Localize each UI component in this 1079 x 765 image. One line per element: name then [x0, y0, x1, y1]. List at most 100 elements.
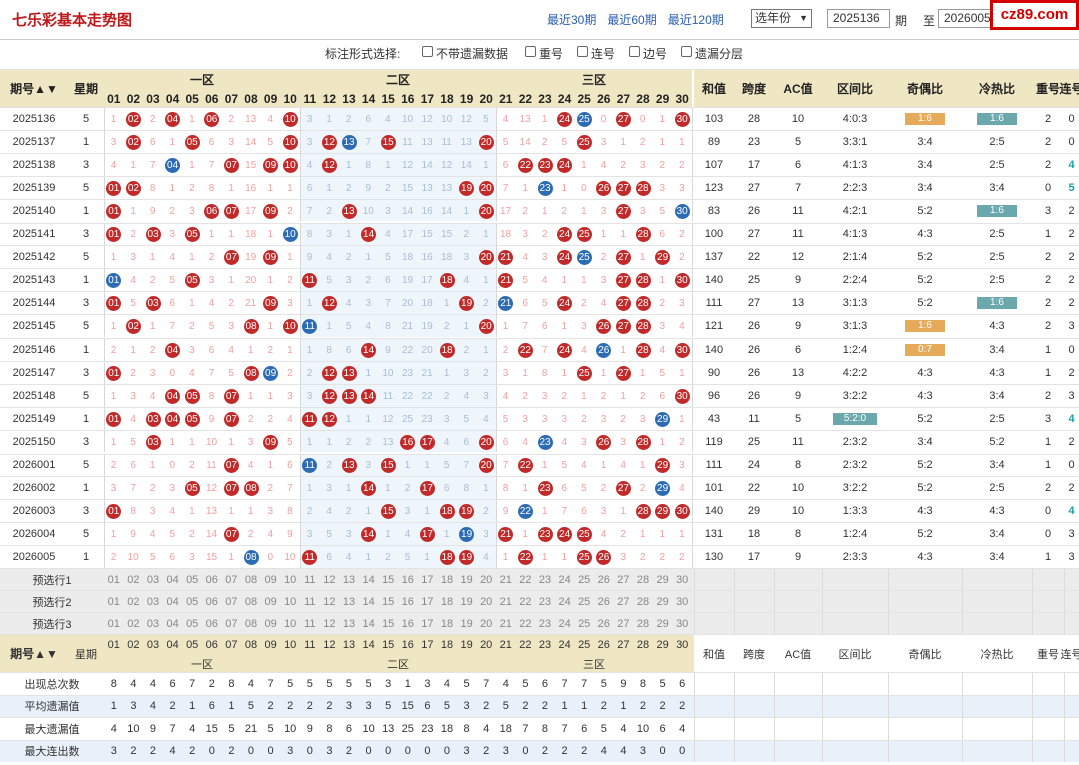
preselect-number[interactable]: 08 [244, 573, 258, 586]
link-recent-120[interactable]: 最近120期 [667, 13, 724, 27]
checkbox-repeat[interactable] [525, 46, 536, 57]
preselect-number[interactable]: 21 [499, 573, 512, 586]
preselect-number[interactable]: 19 [460, 573, 473, 586]
preselect-number[interactable]: 06 [205, 617, 218, 630]
preselect-number[interactable]: 08 [244, 617, 258, 630]
preselect-number[interactable]: 06 [205, 573, 218, 586]
preselect-number[interactable]: 24 [558, 617, 571, 630]
preselect-number[interactable]: 10 [284, 573, 297, 586]
preselect-number[interactable]: 13 [342, 595, 356, 608]
preselect-number[interactable]: 22 [519, 595, 532, 608]
preselect-number[interactable]: 09 [264, 595, 277, 608]
preselect-number[interactable]: 28 [636, 595, 650, 608]
preselect-number[interactable]: 16 [401, 595, 414, 608]
preselect-number[interactable]: 03 [146, 595, 160, 608]
preselect-number[interactable]: 08 [244, 595, 258, 608]
preselect-number[interactable]: 09 [264, 573, 277, 586]
preselect-number[interactable]: 05 [186, 595, 199, 608]
preselect-number[interactable]: 07 [225, 595, 238, 608]
period-to-input[interactable]: 2026005 [938, 9, 998, 28]
preselect-number[interactable]: 09 [264, 617, 277, 630]
preselect-number[interactable]: 30 [676, 573, 689, 586]
preselect-number[interactable]: 12 [323, 573, 336, 586]
preselect-number[interactable]: 18 [440, 617, 454, 630]
link-recent-30[interactable]: 最近30期 [547, 13, 597, 27]
preselect-number[interactable]: 29 [656, 617, 669, 630]
preselect-number[interactable]: 17 [421, 595, 434, 608]
preselect-number[interactable]: 26 [597, 573, 610, 586]
preselect-number[interactable]: 07 [225, 573, 238, 586]
preselect-number[interactable]: 05 [186, 617, 199, 630]
preselect-number[interactable]: 16 [401, 573, 414, 586]
preselect-number[interactable]: 12 [323, 595, 336, 608]
preselect-number[interactable]: 25 [578, 595, 591, 608]
preselect-number[interactable]: 03 [146, 617, 160, 630]
preselect-number[interactable]: 18 [440, 595, 454, 608]
year-select[interactable]: 选年份 ▼ [751, 9, 812, 28]
preselect-number[interactable]: 21 [499, 595, 512, 608]
preselect-number[interactable]: 06 [205, 595, 218, 608]
preselect-number[interactable]: 28 [636, 573, 650, 586]
preselect-number[interactable]: 13 [342, 617, 356, 630]
preselect-number[interactable]: 15 [382, 573, 395, 586]
preselect-number[interactable]: 22 [519, 573, 532, 586]
link-recent-60[interactable]: 最近60期 [607, 13, 657, 27]
preselect-number[interactable]: 10 [284, 617, 297, 630]
preselect-number[interactable]: 20 [480, 617, 493, 630]
preselect-number[interactable]: 27 [617, 617, 630, 630]
preselect-number[interactable]: 19 [460, 595, 473, 608]
preselect-number[interactable]: 26 [597, 617, 610, 630]
preselect-number[interactable]: 25 [578, 573, 591, 586]
preselect-number[interactable]: 17 [421, 573, 434, 586]
preselect-number[interactable]: 02 [127, 617, 140, 630]
preselect-number[interactable]: 10 [284, 595, 297, 608]
checkbox-miss-layer[interactable] [681, 46, 692, 57]
preselect-number[interactable]: 24 [558, 573, 571, 586]
preselect-number[interactable]: 12 [323, 617, 336, 630]
preselect-number[interactable]: 23 [538, 617, 552, 630]
preselect-number[interactable]: 11 [304, 617, 316, 630]
preselect-number[interactable]: 15 [382, 595, 395, 608]
preselect-number[interactable]: 22 [519, 617, 532, 630]
preselect-number[interactable]: 07 [225, 617, 238, 630]
preselect-number[interactable]: 18 [440, 573, 454, 586]
preselect-number[interactable]: 25 [578, 617, 591, 630]
preselect-number[interactable]: 24 [558, 595, 571, 608]
preselect-number[interactable]: 01 [107, 617, 120, 630]
preselect-number[interactable]: 04 [166, 617, 179, 630]
preselect-number[interactable]: 29 [656, 595, 669, 608]
header-period[interactable]: 期号▲▼ [0, 70, 68, 107]
preselect-number[interactable]: 11 [304, 595, 316, 608]
preselect-number[interactable]: 20 [480, 595, 493, 608]
preselect-number[interactable]: 16 [401, 617, 414, 630]
checkbox-no-miss[interactable] [422, 46, 433, 57]
preselect-number[interactable]: 28 [636, 617, 650, 630]
preselect-number[interactable]: 02 [127, 573, 140, 586]
preselect-number[interactable]: 27 [617, 595, 630, 608]
preselect-number[interactable]: 23 [538, 573, 552, 586]
preselect-number[interactable]: 04 [166, 573, 179, 586]
checkbox-edge[interactable] [629, 46, 640, 57]
preselect-number[interactable]: 02 [127, 595, 140, 608]
preselect-number[interactable]: 23 [538, 595, 552, 608]
preselect-number[interactable]: 11 [304, 573, 316, 586]
preselect-number[interactable]: 20 [480, 573, 493, 586]
preselect-number[interactable]: 29 [656, 573, 669, 586]
preselect-number[interactable]: 15 [382, 617, 395, 630]
preselect-number[interactable]: 03 [146, 573, 160, 586]
preselect-number[interactable]: 01 [107, 595, 120, 608]
checkbox-consecutive[interactable] [577, 46, 588, 57]
preselect-number[interactable]: 14 [362, 573, 375, 586]
preselect-number[interactable]: 30 [676, 617, 689, 630]
preselect-number[interactable]: 17 [421, 617, 434, 630]
preselect-number[interactable]: 01 [107, 573, 120, 586]
preselect-number[interactable]: 05 [186, 573, 199, 586]
preselect-number[interactable]: 04 [166, 595, 179, 608]
preselect-number[interactable]: 14 [362, 595, 375, 608]
preselect-number[interactable]: 21 [499, 617, 512, 630]
preselect-number[interactable]: 27 [617, 573, 630, 586]
preselect-number[interactable]: 26 [597, 595, 610, 608]
preselect-number[interactable]: 19 [460, 617, 473, 630]
preselect-number[interactable]: 30 [676, 595, 689, 608]
preselect-number[interactable]: 13 [342, 573, 356, 586]
